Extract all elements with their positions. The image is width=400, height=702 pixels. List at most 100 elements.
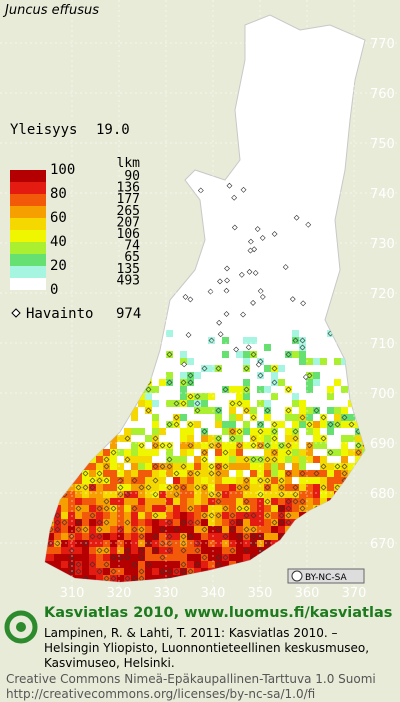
occupancy-cell (124, 435, 131, 442)
occupancy-cell (208, 547, 215, 554)
occupancy-cell (54, 505, 61, 512)
occupancy-cell (250, 526, 257, 533)
occupancy-cell (117, 512, 124, 519)
observation-marker (285, 449, 292, 456)
legend-count: 74 (124, 239, 140, 254)
observation-marker (208, 470, 215, 477)
occupancy-cell (131, 575, 138, 582)
occupancy-cell (208, 533, 215, 540)
occupancy-cell (180, 372, 187, 379)
occupancy-cell (243, 484, 250, 491)
occupancy-cell (243, 351, 250, 358)
occupancy-cell (187, 526, 194, 533)
legend-count: 177 (117, 192, 140, 207)
observation-marker (159, 442, 166, 449)
observation-marker (82, 526, 89, 533)
occupancy-cell (243, 547, 250, 554)
occupancy-cell (96, 547, 103, 554)
observation-marker (173, 484, 180, 491)
occupancy-cell (285, 477, 292, 484)
occupancy-cell (103, 477, 110, 484)
observation-marker (173, 491, 180, 498)
occupancy-cell (89, 519, 96, 526)
occupancy-cell (68, 519, 75, 526)
observation-marker (138, 533, 145, 540)
observation-marker (75, 526, 82, 533)
occupancy-cell (208, 393, 215, 400)
occupancy-cell (82, 484, 89, 491)
observation-marker (231, 194, 238, 201)
observation-marker (187, 505, 194, 512)
occupancy-cell (180, 428, 187, 435)
occupancy-cell (166, 568, 173, 575)
occupancy-cell (166, 449, 173, 456)
occupancy-cell (264, 386, 271, 393)
occupancy-cell (131, 533, 138, 540)
observation-marker (194, 400, 201, 407)
occupancy-cell (110, 498, 117, 505)
occupancy-cell (145, 435, 152, 442)
occupancy-cell (292, 442, 299, 449)
occupancy-cell (292, 456, 299, 463)
observation-marker (226, 182, 233, 189)
observation-marker (271, 435, 278, 442)
observation-marker (217, 331, 224, 338)
occupancy-cell (236, 351, 243, 358)
occupancy-cell (173, 533, 180, 540)
grid-label: 340 (201, 586, 226, 601)
occupancy-cell (124, 540, 131, 547)
occupancy-cell (173, 526, 180, 533)
observation-marker (320, 435, 327, 442)
occupancy-cell (285, 442, 292, 449)
occupancy-cell (68, 505, 75, 512)
grid-label: 720 (370, 287, 395, 302)
observation-marker (300, 300, 307, 307)
observation-marker (299, 337, 306, 344)
observation-marker (194, 547, 201, 554)
occupancy-cell (292, 435, 299, 442)
observation-marker (138, 554, 145, 561)
occupancy-cell (229, 533, 236, 540)
occupancy-cell (180, 463, 187, 470)
occupancy-cell (145, 561, 152, 568)
occupancy-cell (89, 491, 96, 498)
occupancy-cell (173, 470, 180, 477)
occupancy-cell (299, 449, 306, 456)
occupancy-cell (159, 554, 166, 561)
occupancy-cell (215, 470, 222, 477)
occupancy-cell (117, 554, 124, 561)
occupancy-cell (271, 421, 278, 428)
occupancy-cell (208, 526, 215, 533)
occupancy-cell (264, 540, 271, 547)
occupancy-cell (271, 491, 278, 498)
occupancy-cell (103, 498, 110, 505)
occupancy-cell (124, 561, 131, 568)
occupancy-cell (320, 358, 327, 365)
occupancy-cell (180, 505, 187, 512)
occupancy-cell (166, 379, 173, 386)
occupancy-cell (110, 456, 117, 463)
occupancy-cell (278, 421, 285, 428)
occupancy-cell (117, 505, 124, 512)
observation-marker (145, 484, 152, 491)
observation-marker (250, 512, 257, 519)
occupancy-cell (75, 512, 82, 519)
observation-marker (215, 365, 222, 372)
occupancy-cell (54, 533, 61, 540)
occupancy-cell (138, 470, 145, 477)
occupancy-cell (173, 568, 180, 575)
occupancy-cell (320, 435, 327, 442)
occupancy-cell (215, 498, 222, 505)
occupancy-cell (180, 540, 187, 547)
observation-marker (236, 428, 243, 435)
occupancy-cell (89, 484, 96, 491)
occupancy-cell (306, 477, 313, 484)
observation-marker (229, 428, 236, 435)
occupancy-cell (208, 463, 215, 470)
occupancy-cell (264, 526, 271, 533)
occupancy-cell (194, 568, 201, 575)
occupancy-cell (257, 400, 264, 407)
observation-marker (166, 442, 173, 449)
observation-marker (229, 526, 236, 533)
